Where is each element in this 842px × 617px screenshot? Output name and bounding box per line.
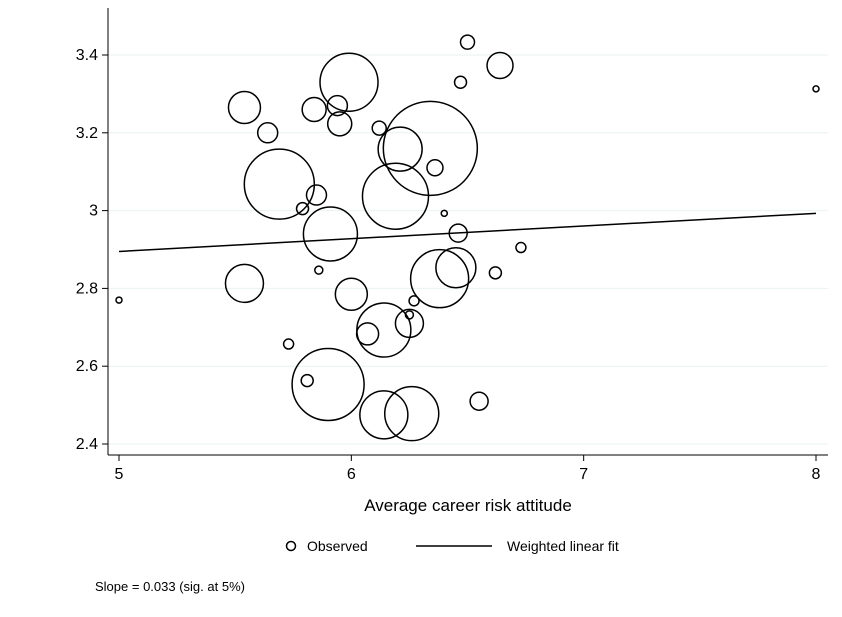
fit-line-group xyxy=(118,212,817,253)
observed-point-18 xyxy=(371,120,387,136)
y-tick-label-1: 2.6 xyxy=(76,358,98,375)
observed-point-20 xyxy=(356,302,412,358)
observed-point-21 xyxy=(361,162,430,230)
fit-line xyxy=(118,212,817,253)
observed-point-25 xyxy=(394,308,425,339)
observed-point-31 xyxy=(435,247,477,289)
y-tick-label-5: 3.4 xyxy=(76,47,98,64)
observed-point-33 xyxy=(453,75,468,89)
observed-point-29 xyxy=(409,248,470,309)
observed-points xyxy=(115,34,820,442)
x-tick-label-1: 6 xyxy=(347,466,356,483)
observed-point-11 xyxy=(291,347,365,422)
observed-point-26 xyxy=(408,295,420,307)
observed-point-7 xyxy=(300,373,314,388)
observed-point-3 xyxy=(256,122,279,144)
y-tick-label-3: 3 xyxy=(89,203,98,220)
observed-point-14 xyxy=(326,111,353,137)
legend: Observed Weighted linear fit xyxy=(285,538,619,554)
observed-point-4 xyxy=(243,148,316,220)
x-tick-label-3: 8 xyxy=(812,466,821,483)
observed-point-5 xyxy=(282,338,295,350)
observed-point-30 xyxy=(440,209,449,218)
observed-point-27 xyxy=(382,100,479,197)
legend-fit-label: Weighted linear fit xyxy=(507,538,619,554)
observed-point-35 xyxy=(469,391,489,411)
tick-labels: 2.4 2.6 2.8 3 3.2 3.4 5 6 7 8 xyxy=(76,47,821,483)
legend-observed-label: Observed xyxy=(307,538,368,554)
observed-point-38 xyxy=(515,241,527,254)
observed-point-23 xyxy=(404,310,415,320)
y-tick-label-4: 3.2 xyxy=(76,125,98,142)
observed-point-0 xyxy=(115,296,123,304)
observed-point-8 xyxy=(301,96,327,123)
observed-point-1 xyxy=(227,90,262,125)
observed-point-15 xyxy=(319,52,379,112)
observed-point-6 xyxy=(295,201,310,216)
observed-point-24 xyxy=(383,385,440,442)
legend-observed-marker xyxy=(285,540,297,552)
y-tick-label-0: 2.4 xyxy=(76,436,98,453)
slope-note: Slope = 0.033 (sig. at 5%) xyxy=(95,579,245,594)
observed-point-13 xyxy=(326,94,349,117)
x-axis-title: Average career risk attitude xyxy=(364,496,572,515)
observed-point-22 xyxy=(377,126,423,172)
x-tick-label-0: 5 xyxy=(115,466,124,483)
observed-point-19 xyxy=(359,390,409,440)
gridlines xyxy=(108,54,828,445)
observed-point-36 xyxy=(488,266,503,280)
observed-point-37 xyxy=(486,51,514,80)
observed-point-16 xyxy=(334,277,369,311)
observed-point-39 xyxy=(812,85,820,93)
x-tick-label-2: 7 xyxy=(579,466,588,483)
axes xyxy=(102,8,828,461)
observed-point-2 xyxy=(224,263,265,304)
observed-point-9 xyxy=(305,184,328,206)
observed-point-12 xyxy=(302,206,359,262)
observed-point-10 xyxy=(314,265,324,275)
observed-point-28 xyxy=(426,159,444,177)
observed-point-34 xyxy=(459,34,476,50)
y-tick-label-2: 2.8 xyxy=(76,280,98,297)
